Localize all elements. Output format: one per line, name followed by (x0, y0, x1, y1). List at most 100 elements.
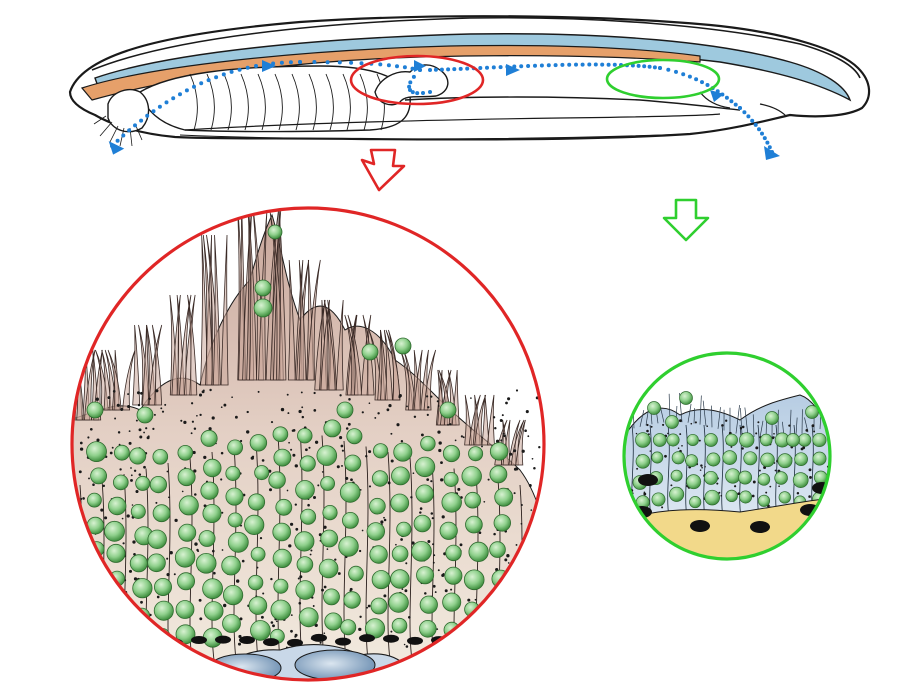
flow-dot (687, 74, 692, 79)
secretory-granule (669, 486, 685, 502)
cilium (693, 408, 696, 424)
secretory-dot (505, 401, 508, 405)
flow-dot (325, 60, 330, 65)
secretory-granule (665, 415, 679, 429)
secretory-granule (176, 572, 195, 591)
secretory-granule (136, 406, 154, 424)
secretory-dot (368, 450, 372, 454)
secretory-dot (337, 572, 341, 575)
anterior-epithelium-detail (70, 206, 546, 682)
secretory-granule (792, 472, 809, 488)
secretory-granule (225, 465, 241, 481)
gill-slit (325, 73, 334, 131)
flow-dot (408, 80, 413, 85)
flow-dot (433, 67, 438, 72)
flow-dot (567, 62, 572, 67)
secretory-granule (275, 498, 293, 516)
secretory-dot (528, 484, 532, 487)
flow-dot (184, 88, 189, 93)
secretory-dot (494, 426, 497, 430)
secretory-dot (774, 469, 777, 472)
secretory-dot (509, 641, 512, 644)
secretory-dot (636, 467, 639, 470)
secretory-dot (725, 419, 728, 422)
secretory-granule (443, 471, 459, 487)
flow-dot (753, 122, 758, 127)
secretory-dot (156, 595, 160, 599)
secretory-granule (344, 454, 362, 472)
secretory-dot (478, 616, 482, 619)
secretory-dot (664, 454, 667, 458)
secretory-granule (743, 451, 758, 466)
secretory-dot (374, 416, 377, 419)
secretory-dot (294, 635, 297, 638)
secretory-dot (288, 544, 292, 548)
flow-arrowhead-icon (108, 141, 125, 155)
secretory-granule (113, 474, 129, 491)
secretory-granule (295, 480, 315, 500)
secretory-dot (236, 579, 240, 583)
secretory-dot (78, 515, 82, 518)
flow-dot (386, 63, 391, 68)
secretory-dot (377, 412, 380, 415)
secretory-granule (348, 565, 364, 582)
secretory-dot (339, 436, 343, 440)
secretory-dot (319, 641, 322, 644)
cilium (699, 395, 702, 425)
secretory-granule (722, 450, 738, 465)
secretory-dot (383, 518, 387, 522)
secretory-dot (275, 620, 278, 623)
secretory-granule (370, 597, 388, 615)
secretory-granule (297, 428, 313, 444)
secretory-dot (502, 638, 504, 640)
secretory-granule (738, 470, 753, 485)
secretory-dot (89, 605, 92, 608)
secretory-dot (437, 405, 440, 407)
secretory-dot (441, 646, 444, 649)
secretory-granule (419, 595, 438, 614)
secretory-dot (813, 430, 816, 433)
secretory-dot (280, 407, 285, 412)
secretory-granule (129, 447, 147, 465)
secretory-dot (524, 621, 527, 624)
secretory-dot (223, 403, 227, 407)
secretory-granule (416, 566, 435, 585)
anus (759, 103, 787, 117)
secretory-dot (138, 428, 142, 432)
secretory-granule (88, 591, 108, 611)
secretory-dot (146, 436, 150, 440)
flow-dot (439, 67, 444, 72)
secretory-granule (439, 401, 457, 419)
secretory-dot (143, 465, 146, 469)
secretory-granule (671, 451, 685, 465)
anterior-region-highlight (349, 54, 485, 106)
secretory-dot (524, 429, 527, 433)
secretory-dot (190, 402, 194, 405)
secretory-dot (314, 440, 319, 444)
secretory-dot (809, 475, 812, 479)
secretory-granule (418, 619, 437, 638)
secretory-dot (679, 419, 682, 423)
flow-arrowheads (108, 60, 780, 160)
secretory-granule (202, 578, 224, 600)
secretory-granule (107, 496, 127, 516)
secretory-dot (460, 640, 463, 643)
secretory-dot (194, 542, 198, 546)
gill-slit (342, 73, 351, 131)
secretory-dot (515, 389, 519, 392)
flow-dot (115, 138, 120, 143)
secretory-dot (199, 413, 202, 417)
secretory-granule (686, 433, 699, 447)
secretory-dot (270, 577, 273, 581)
flow-dot (519, 64, 524, 69)
secretory-dot (350, 478, 353, 482)
secretory-dot (444, 589, 448, 593)
secretory-granule (272, 522, 292, 542)
secretory-granule (249, 434, 268, 452)
secretory-granule (268, 471, 286, 489)
oral-hood (107, 88, 150, 133)
secretory-dot (412, 472, 415, 475)
secretory-dot (288, 441, 290, 444)
secretory-granule (725, 468, 741, 484)
secretory-granule (652, 433, 667, 447)
